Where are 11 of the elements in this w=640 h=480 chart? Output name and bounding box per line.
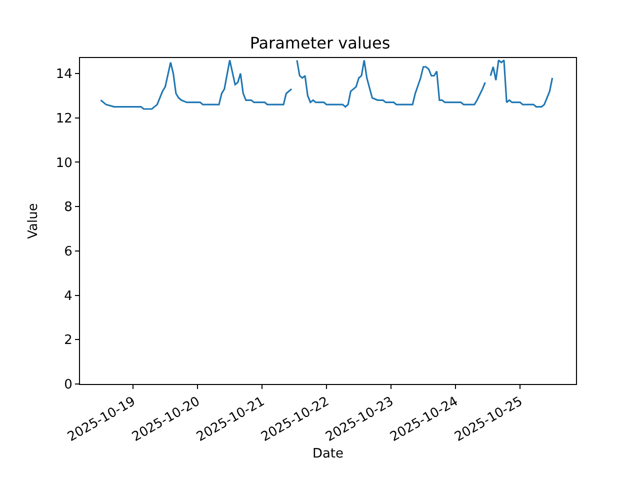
y-tick-label: 2: [64, 333, 72, 348]
chart-title: Parameter values: [250, 34, 390, 53]
y-tick-label: 10: [56, 156, 72, 171]
y-tick-label: 0: [64, 378, 72, 393]
y-tick-label: 6: [64, 244, 72, 260]
x-axis-title: Date: [312, 446, 344, 462]
y-tick-label: 14: [56, 67, 72, 82]
y-tick-label: 8: [64, 200, 72, 216]
y-tick-label: 4: [64, 288, 72, 304]
y-axis-title: Value: [26, 203, 41, 239]
y-tick-label: 12: [56, 111, 72, 126]
